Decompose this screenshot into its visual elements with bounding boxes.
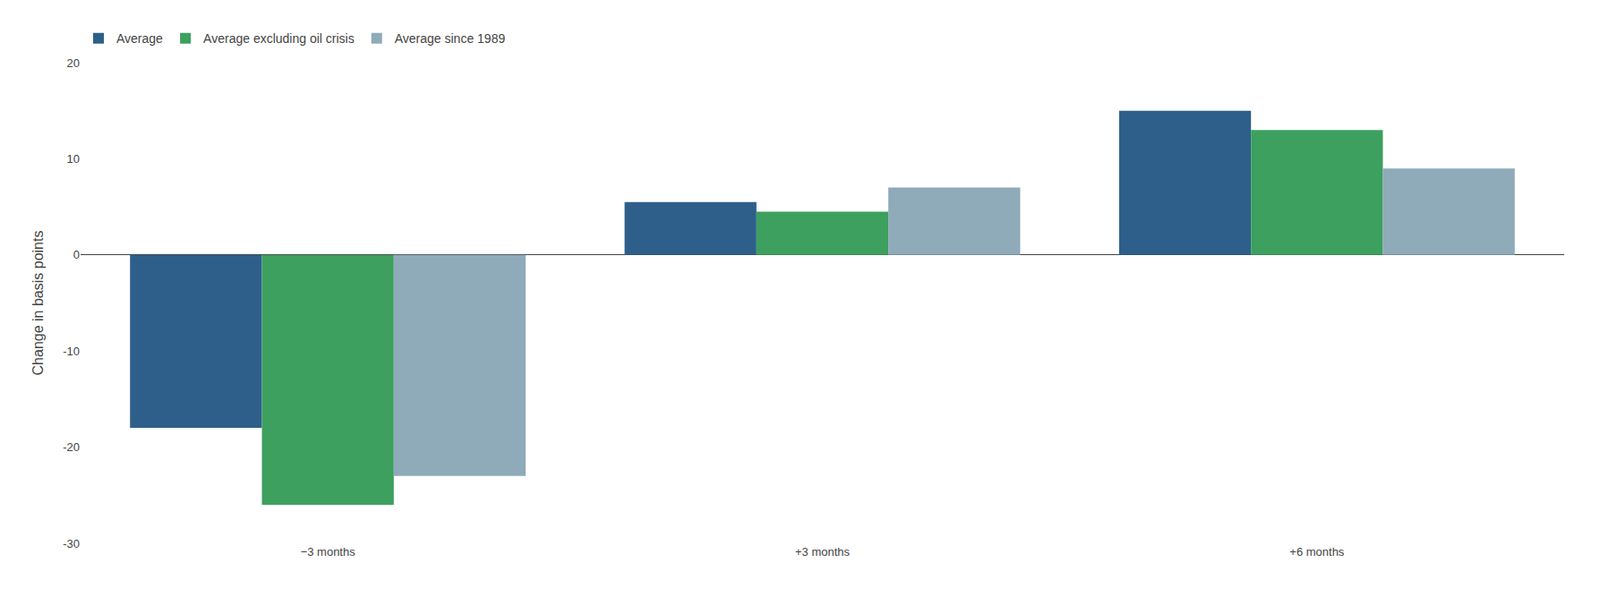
svg-text:Average: Average — [116, 31, 163, 46]
svg-text:10: 10 — [67, 152, 80, 166]
svg-text:Average since 1989: Average since 1989 — [394, 31, 506, 46]
svg-text:-30: -30 — [62, 537, 80, 551]
svg-text:-10: -10 — [62, 344, 80, 359]
svg-text:20: 20 — [67, 56, 80, 70]
svg-text:-20: -20 — [62, 440, 80, 454]
svg-text:+3 months: +3 months — [795, 545, 851, 559]
svg-text:−3 months: −3 months — [300, 545, 357, 559]
svg-text:+6 months: +6 months — [1289, 545, 1345, 559]
svg-text:Average excluding oil crisis: Average excluding oil crisis — [203, 31, 355, 46]
svg-text:Change in basis points: Change in basis points — [30, 231, 46, 377]
svg-text:0: 0 — [73, 248, 80, 262]
